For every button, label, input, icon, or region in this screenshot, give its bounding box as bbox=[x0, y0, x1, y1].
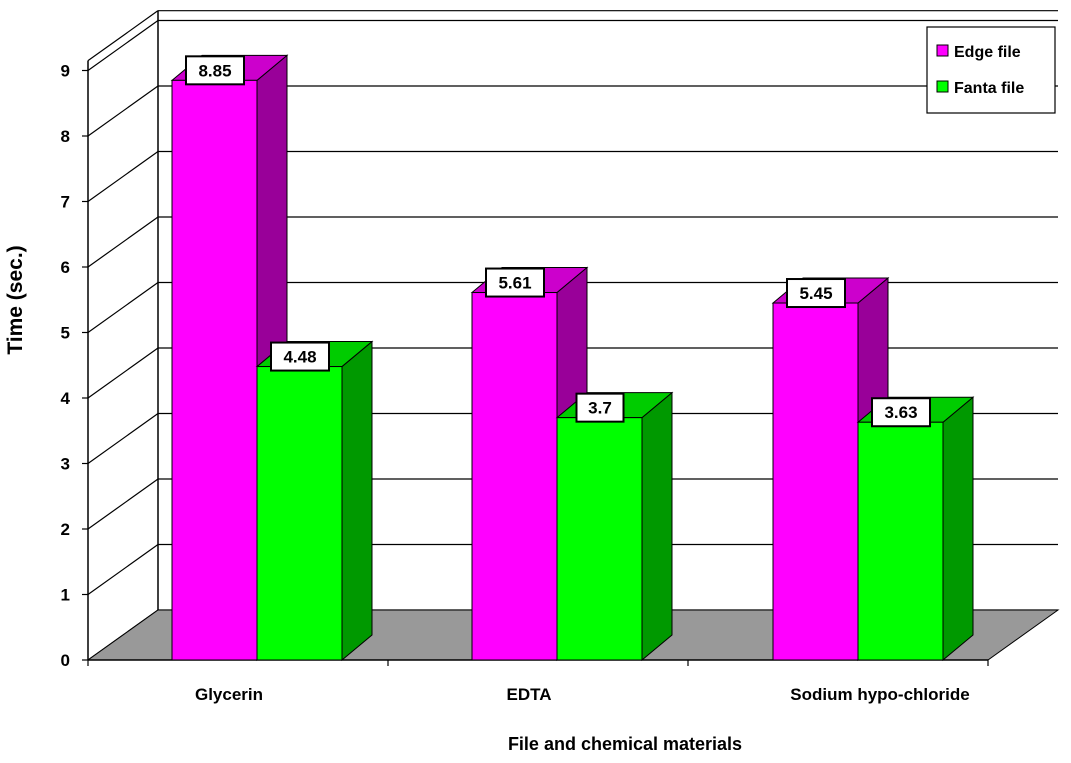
legend-box bbox=[926, 26, 1056, 114]
gridline-diagonal bbox=[87, 413, 159, 464]
bar-fanta-1 bbox=[555, 391, 674, 662]
gridline-diagonal bbox=[87, 478, 159, 530]
data-label-text: 8.85 bbox=[198, 61, 231, 80]
y-axis: 0 1 2 3 4 5 6 7 8 9 bbox=[61, 62, 88, 670]
legend-entry: Edge file bbox=[954, 44, 1021, 61]
gridline-diagonal bbox=[87, 85, 159, 137]
bar-front bbox=[556, 417, 643, 661]
bar-fanta-0 bbox=[255, 340, 374, 662]
data-label-box bbox=[786, 278, 846, 309]
legend: Edge file Fanta file bbox=[926, 26, 1056, 114]
y-tick-label: 6 bbox=[61, 258, 70, 277]
gridline-diagonal bbox=[87, 282, 159, 333]
gridline-diagonal bbox=[87, 10, 159, 62]
x-axis-title: File and chemical materials bbox=[508, 734, 742, 754]
bar-front bbox=[772, 302, 859, 661]
legend-entry: Fanta file bbox=[954, 80, 1024, 97]
y-tick-label: 7 bbox=[61, 193, 70, 212]
y-tick-label: 1 bbox=[61, 586, 70, 605]
gridline-diagonal bbox=[87, 20, 159, 71]
chart-walls bbox=[87, 10, 159, 660]
bar-fanta-2 bbox=[856, 396, 975, 662]
data-label: 5.45 bbox=[786, 278, 846, 309]
data-label-text: 4.48 bbox=[283, 348, 316, 367]
gridline-diagonal bbox=[87, 347, 159, 399]
y-axis-title: Time (sec.) bbox=[4, 245, 27, 354]
data-label: 5.61 bbox=[485, 267, 545, 298]
bar-side bbox=[341, 340, 373, 662]
data-labels: 8.85 4.48 5.61 3.7 5.45 3.63 bbox=[185, 55, 931, 428]
bar-front bbox=[171, 79, 258, 661]
legend-swatch bbox=[936, 80, 949, 93]
bar-side bbox=[942, 396, 974, 662]
x-tick-label: EDTA bbox=[506, 685, 551, 704]
y-tick-label: 9 bbox=[61, 62, 70, 81]
data-label-box bbox=[485, 267, 545, 298]
y-tick-label: 8 bbox=[61, 127, 70, 146]
bar-side bbox=[641, 391, 673, 662]
data-label: 4.48 bbox=[270, 341, 330, 372]
bar-front bbox=[256, 366, 343, 661]
data-label: 3.63 bbox=[871, 397, 931, 428]
y-tick-label: 3 bbox=[61, 455, 70, 474]
data-label: 3.7 bbox=[575, 392, 625, 423]
data-label-box bbox=[575, 392, 625, 423]
y-tick-label: 0 bbox=[61, 651, 70, 670]
gridline-diagonal bbox=[87, 544, 159, 595]
data-label-box bbox=[270, 341, 330, 372]
gridline-diagonal bbox=[87, 151, 159, 202]
x-axis: Glycerin EDTA Sodium hypo-chloride bbox=[87, 660, 989, 704]
data-label-text: 3.7 bbox=[588, 399, 612, 418]
bar-front bbox=[471, 292, 558, 661]
legend-swatch bbox=[936, 44, 949, 57]
data-label-box bbox=[871, 397, 931, 428]
data-label-text: 3.63 bbox=[884, 403, 917, 422]
data-label: 8.85 bbox=[185, 55, 245, 86]
data-label-box bbox=[185, 55, 245, 86]
y-tick-label: 5 bbox=[61, 324, 70, 343]
data-label-text: 5.61 bbox=[498, 274, 531, 293]
data-label-text: 5.45 bbox=[799, 284, 832, 303]
x-tick-label: Sodium hypo-chloride bbox=[790, 685, 969, 704]
bar-front bbox=[857, 421, 944, 661]
y-tick-label: 2 bbox=[61, 520, 70, 539]
y-tick-label: 4 bbox=[61, 389, 71, 408]
x-tick-label: Glycerin bbox=[195, 685, 263, 704]
gridline-diagonal bbox=[87, 216, 159, 268]
